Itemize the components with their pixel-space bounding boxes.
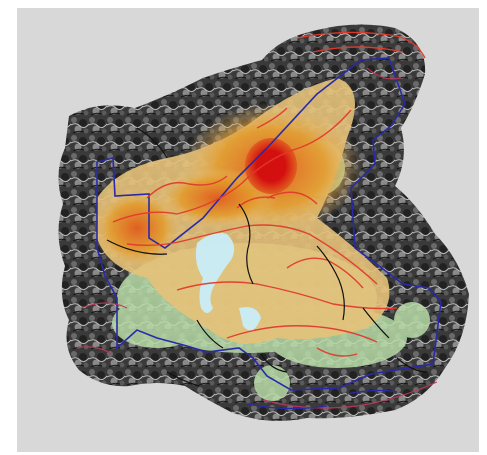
water-body — [195, 233, 261, 331]
property-boundary — [96, 57, 442, 391]
outer-boundary-lines — [246, 389, 398, 410]
density-peak — [245, 138, 297, 194]
streams — [106, 127, 428, 387]
map-panel — [17, 8, 479, 452]
roads — [76, 67, 438, 409]
trails — [112, 31, 426, 357]
map-canvas — [58, 24, 470, 421]
